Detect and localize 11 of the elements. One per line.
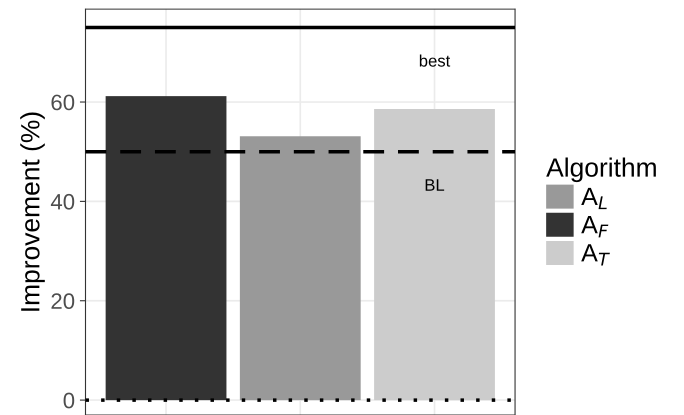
legend-label: A$_{T}$ (581, 244, 610, 266)
y-tick-label: 40 (50, 194, 74, 210)
ref-line-label: best (420, 54, 450, 67)
y-tick-label: 60 (51, 94, 74, 110)
y-tick-label: 0 (64, 392, 74, 408)
legend-title: Algorithm (546, 157, 656, 182)
y-tick-label: 20 (51, 293, 74, 310)
legend-label: A$_{F}$ (581, 216, 608, 238)
ref-line-label: BL (426, 179, 444, 191)
legend-label: A$_{L}$ (581, 188, 607, 210)
y-axis-title: Improvement (%) (20, 112, 45, 311)
